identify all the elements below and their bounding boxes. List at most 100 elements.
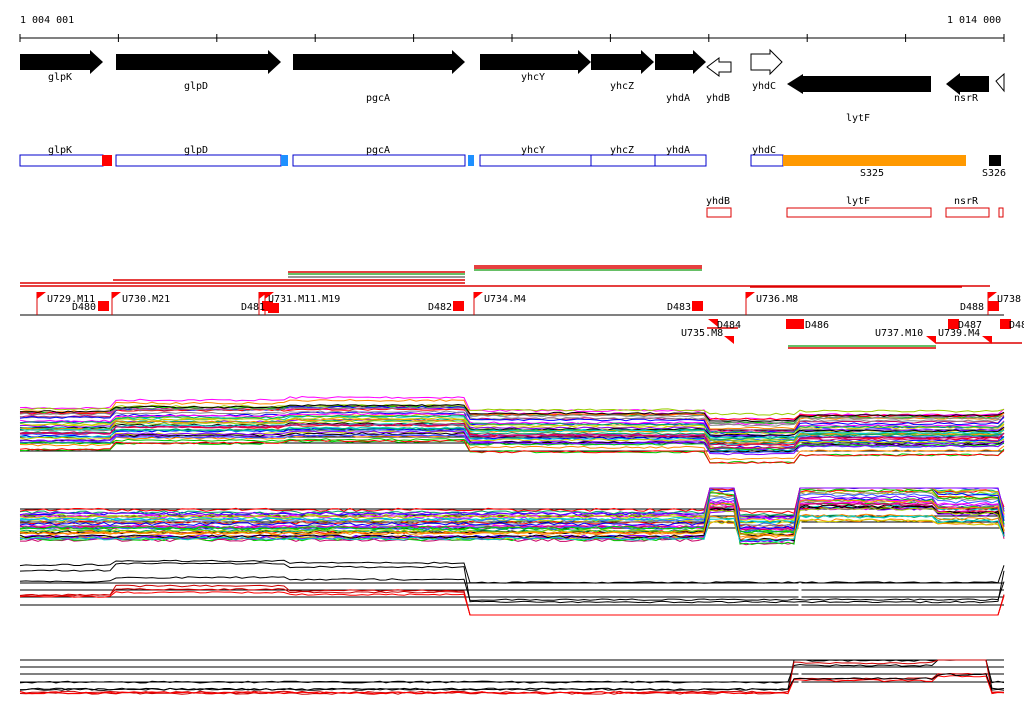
segment-label: U729.M11	[47, 294, 95, 305]
gene-arrow-lytf[interactable]	[787, 76, 931, 92]
segment-label: D486	[805, 320, 829, 331]
annotation-label-yhda: yhdA	[666, 145, 690, 156]
gene-arrow-yhcy[interactable]	[480, 50, 591, 74]
gene-label-yhcz: yhcZ	[610, 81, 634, 92]
profile-line	[20, 403, 1005, 423]
feature-box-nsrr[interactable]	[945, 207, 990, 218]
flag-head	[988, 292, 997, 299]
flag-head	[926, 336, 936, 344]
gene-arrow-partial[interactable]	[995, 72, 1005, 93]
annotation-label-glpk: glpK	[48, 145, 72, 156]
profile-line	[19, 562, 1005, 604]
annotation-track: glpK glpD pgcA yhcY yhcZ yhdA yhdC S325 …	[19, 145, 1006, 179]
expression-panel-4	[19, 659, 1005, 703]
gene-track: glpK glpD pgcA yhcY yhcZ yhdA yhdB yhdC …	[20, 48, 1005, 124]
marker-blue	[281, 155, 288, 166]
segment-label: D480	[72, 302, 96, 313]
gene-arrow-glpk[interactable]	[20, 50, 103, 74]
profile-line	[19, 672, 1005, 694]
gene-label-yhcy: yhcY	[521, 72, 545, 83]
flag-head	[112, 292, 121, 299]
segment-label: D482	[428, 302, 452, 313]
profile-line	[19, 438, 1005, 451]
gene-label-glpd: glpD	[184, 81, 208, 92]
feature-label-lytf: lytF	[846, 196, 870, 207]
flag-box	[262, 301, 273, 311]
gene-arrow-yhdb[interactable]	[706, 57, 732, 77]
gene-label-yhdb: yhdB	[706, 93, 730, 104]
flag-head	[708, 319, 718, 327]
profile-line	[19, 434, 1005, 454]
annotation-box-yhda[interactable]	[654, 154, 707, 167]
flag-box	[1000, 319, 1011, 329]
feature-box-partial[interactable]	[998, 207, 1004, 218]
annotation-box-glpk[interactable]	[19, 154, 104, 167]
flag-head	[37, 292, 46, 299]
flag-head	[724, 336, 734, 344]
ruler-ticks	[19, 34, 1005, 42]
gene-arrow-yhcz[interactable]	[591, 50, 654, 74]
gene-arrow-yhdc[interactable]	[750, 48, 783, 76]
annotation-box-yhdc[interactable]	[750, 154, 784, 167]
flag-box	[692, 301, 703, 311]
gene-arrow-pgca[interactable]	[293, 50, 465, 74]
profile-line	[19, 422, 1005, 450]
segment-label: U731.M11.M19	[268, 294, 340, 305]
annotation-box-glpd[interactable]	[115, 154, 282, 167]
feature-box-yhdb[interactable]	[706, 207, 732, 218]
segment-s325[interactable]	[783, 155, 966, 166]
annotation-box-yhcz[interactable]	[590, 154, 656, 167]
feature-box-lytf[interactable]	[786, 207, 932, 218]
profile-line	[19, 404, 1005, 416]
profile-line	[19, 422, 1005, 439]
profile-line	[19, 502, 1005, 532]
profile-line	[19, 410, 1005, 427]
segment-label: U734.M4	[484, 294, 526, 305]
gene-arrow-glpd[interactable]	[116, 50, 281, 74]
flag-box	[988, 301, 999, 311]
segment-label: D487	[958, 320, 982, 331]
annotation-box-yhcy[interactable]	[479, 154, 592, 167]
feature-label-nsrr: nsrR	[954, 196, 979, 207]
annotation-label-yhdc: yhdC	[752, 145, 776, 156]
flag-box	[948, 319, 959, 329]
gene-label-yhda: yhdA	[666, 93, 690, 104]
ruler-start-label: 1 004 001	[20, 15, 74, 26]
marker-red	[102, 155, 112, 166]
profile-line	[19, 659, 1005, 684]
profile-line	[19, 423, 1005, 447]
segment-s326[interactable]	[989, 155, 1001, 166]
flag-head	[265, 292, 274, 299]
flag-head	[982, 336, 992, 344]
annotation-label-s325: S325	[860, 168, 884, 179]
reverse-feature-track: yhdB lytF nsrR	[706, 196, 1004, 218]
flag-box	[793, 319, 804, 329]
annotation-box-pgca[interactable]	[292, 154, 466, 167]
profile-line	[19, 507, 1005, 536]
segment-label: D483	[667, 302, 691, 313]
profile-line	[19, 439, 1005, 464]
gene-arrow-yhda[interactable]	[655, 50, 706, 74]
marker-blue	[468, 155, 474, 166]
profile-line	[19, 407, 1005, 421]
profile-line	[19, 439, 1005, 465]
coordinate-ruler: 1 004 001 1 014 000	[19, 15, 1005, 42]
profile-line	[19, 576, 1005, 601]
profile-line	[19, 491, 1005, 528]
flag-head	[746, 292, 755, 299]
segment-label: U737.M10	[875, 328, 923, 339]
gene-label-nsrr: nsrR	[954, 93, 979, 104]
flag-head	[474, 292, 483, 299]
segment-label: D484	[717, 320, 741, 331]
profile-line	[19, 427, 1005, 440]
profile-line	[19, 418, 1005, 444]
segment-flags	[36, 292, 1011, 344]
gene-arrow-nsrr[interactable]	[946, 73, 989, 95]
transcript-lines	[20, 265, 1022, 349]
flag-box	[268, 303, 279, 313]
annotation-label-pgca: pgcA	[366, 145, 390, 156]
ruler-end-label: 1 014 000	[947, 15, 1001, 26]
annotation-label-yhcz: yhcZ	[610, 145, 634, 156]
profile-line	[19, 501, 1005, 531]
